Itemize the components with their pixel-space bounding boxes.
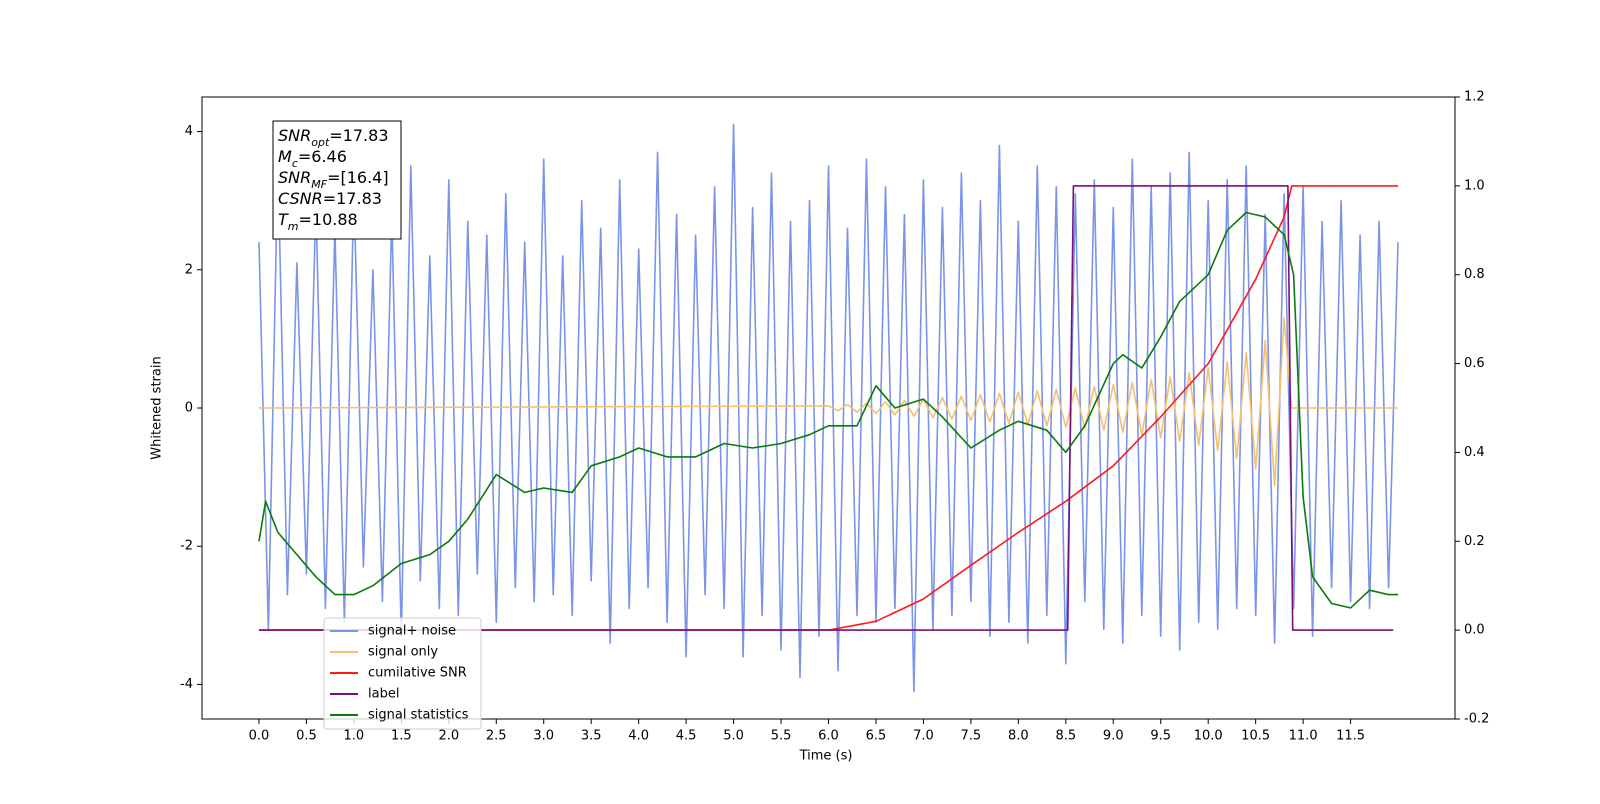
x-tick-label: 7.0 — [913, 729, 934, 744]
series-line — [259, 185, 1394, 631]
x-tick-label: 2.5 — [486, 729, 507, 744]
x-tick-label: 11.5 — [1336, 729, 1365, 744]
y2-tick-label: 0.0 — [1464, 623, 1485, 638]
annotation-symbol: CSNR — [278, 189, 323, 208]
y2-tick-label: 1.0 — [1464, 178, 1485, 193]
x-tick-label: 6.5 — [866, 729, 887, 744]
legend-label: signal statistics — [368, 708, 469, 723]
x-tick-label: 5.0 — [723, 729, 744, 744]
x-tick-label: 11.0 — [1289, 729, 1318, 744]
annotation-box — [272, 120, 402, 240]
annotation-value: =[16.4] — [327, 168, 389, 187]
x-tick-label: 9.5 — [1150, 729, 1171, 744]
y-tick-label: 0 — [185, 401, 193, 416]
y2-tick-label: 0.6 — [1464, 356, 1485, 371]
annotation-symbol: SNR — [278, 126, 311, 145]
x-tick-label: 1.5 — [391, 729, 412, 744]
series-line — [258, 317, 1398, 487]
x-tick-label: 5.5 — [771, 729, 792, 744]
annotation-value: =17.83 — [323, 189, 382, 208]
x-tick-label: 10.5 — [1241, 729, 1270, 744]
series-line — [258, 211, 1398, 609]
annotation-symbol: M — [278, 147, 292, 166]
annotation-symbol: SNR — [278, 168, 311, 187]
y2-tick-label: -0.2 — [1464, 712, 1489, 727]
x-tick-label: 8.5 — [1055, 729, 1076, 744]
y-tick-label: 4 — [185, 124, 193, 139]
legend-label: signal+ noise — [368, 624, 456, 639]
annotation-text: SNRopt=17.83 — [278, 126, 389, 149]
series-line — [258, 123, 1399, 693]
legend-label: label — [368, 687, 399, 702]
y2-tick-label: 0.4 — [1464, 445, 1485, 460]
annotation-text: Tm=10.88 — [278, 210, 358, 233]
legend-box — [323, 617, 482, 730]
y-axis-label: Whitened strain — [150, 356, 165, 459]
y-tick-label: 2 — [185, 262, 193, 277]
y2-tick-label: 1.2 — [1464, 90, 1485, 105]
annotation-subscript: opt — [311, 136, 330, 149]
x-tick-label: 10.0 — [1194, 729, 1223, 744]
annotation-text: SNRMF=[16.4] — [278, 168, 389, 191]
annotation-value: =10.88 — [299, 210, 358, 229]
annotation-text: Mc=6.46 — [278, 147, 347, 170]
x-tick-label: 9.0 — [1103, 729, 1124, 744]
x-tick-label: 3.5 — [581, 729, 602, 744]
legend-label: cumilative SNR — [368, 666, 467, 681]
annotation-subscript: MF — [311, 178, 327, 191]
legend-label: signal only — [368, 645, 438, 660]
x-tick-label: 7.5 — [961, 729, 982, 744]
x-tick-label: 4.5 — [676, 729, 697, 744]
annotation-subscript: c — [292, 157, 298, 170]
x-tick-label: 1.0 — [344, 729, 365, 744]
y-tick-label: -2 — [180, 539, 193, 554]
y2-tick-label: 0.8 — [1464, 267, 1485, 282]
x-tick-label: 4.0 — [628, 729, 649, 744]
x-tick-label: 8.0 — [1008, 729, 1029, 744]
annotation-text: CSNR=17.83 — [278, 189, 382, 208]
annotation-symbol: T — [278, 210, 289, 229]
y-tick-label: -4 — [180, 677, 193, 692]
y2-tick-label: 0.2 — [1464, 534, 1485, 549]
x-axis-label: Time (s) — [799, 749, 853, 764]
annotation-value: =17.83 — [329, 126, 388, 145]
x-tick-label: 0.0 — [249, 729, 270, 744]
plot-area — [258, 123, 1399, 693]
series-line — [259, 185, 1398, 631]
x-tick-label: 6.0 — [818, 729, 839, 744]
x-tick-label: 3.0 — [533, 729, 554, 744]
x-tick-label: 2.0 — [438, 729, 459, 744]
annotation-subscript: m — [288, 220, 299, 233]
x-tick-label: 0.5 — [296, 729, 317, 744]
annotation-value: =6.46 — [298, 147, 347, 166]
